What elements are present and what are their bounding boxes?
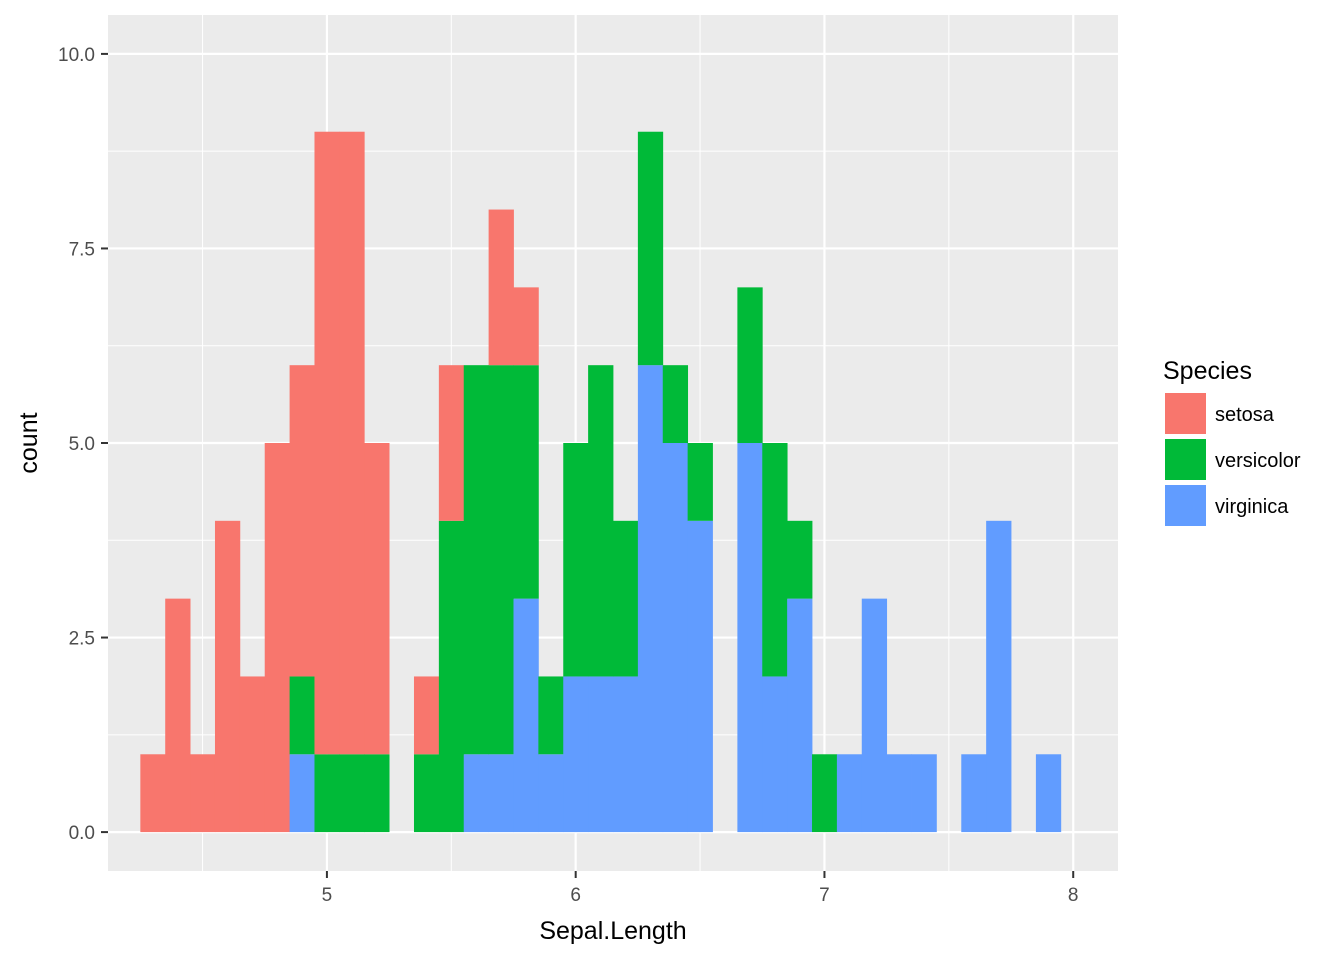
bar-setosa bbox=[165, 598, 191, 833]
bar-virginica bbox=[986, 520, 1012, 833]
bar-virginica bbox=[787, 598, 813, 833]
bar-versicolor bbox=[538, 676, 564, 755]
bar-setosa bbox=[413, 676, 440, 755]
bar-setosa bbox=[264, 443, 291, 833]
bar-versicolor bbox=[687, 443, 713, 521]
x-tick-label: 6 bbox=[570, 885, 581, 906]
bar-virginica bbox=[662, 443, 689, 833]
bar-setosa bbox=[364, 443, 390, 755]
x-axis: 5 6 7 8 bbox=[322, 871, 1079, 906]
bar-setosa bbox=[488, 209, 514, 366]
bar-versicolor bbox=[613, 520, 639, 677]
legend: Species setosa versicolor virginica bbox=[1163, 357, 1301, 528]
bar-virginica bbox=[762, 676, 788, 833]
bar-setosa bbox=[289, 365, 315, 677]
y-tick-label: 0.0 bbox=[69, 823, 95, 844]
bar-virginica bbox=[588, 676, 614, 833]
bar-virginica bbox=[961, 754, 987, 833]
bar-versicolor bbox=[762, 443, 788, 677]
bar-versicolor bbox=[413, 754, 440, 833]
legend-label-versicolor: versicolor bbox=[1215, 450, 1301, 472]
bar-versicolor bbox=[364, 754, 390, 833]
y-tick-label: 7.5 bbox=[69, 239, 95, 260]
bar-setosa bbox=[140, 754, 166, 833]
bar-virginica bbox=[613, 676, 639, 833]
bar-versicolor bbox=[662, 365, 689, 443]
histogram-bars bbox=[140, 131, 1062, 833]
bar-setosa bbox=[190, 754, 216, 833]
bar-versicolor bbox=[637, 131, 664, 366]
y-tick-label: 5.0 bbox=[69, 434, 95, 455]
x-tick-label: 8 bbox=[1068, 885, 1079, 906]
bar-virginica bbox=[1035, 754, 1062, 833]
legend-key-setosa bbox=[1163, 391, 1208, 436]
bar-setosa bbox=[239, 676, 266, 833]
bar-versicolor bbox=[513, 365, 539, 599]
x-tick-label: 7 bbox=[819, 885, 830, 906]
bar-setosa bbox=[314, 131, 340, 755]
bar-versicolor bbox=[289, 676, 315, 755]
y-axis-title: count bbox=[15, 412, 43, 473]
bar-virginica bbox=[538, 754, 564, 833]
bar-versicolor bbox=[787, 520, 813, 599]
x-tick-label: 5 bbox=[322, 885, 333, 906]
bar-setosa bbox=[513, 287, 539, 366]
bar-virginica bbox=[836, 754, 863, 833]
bar-versicolor bbox=[563, 443, 589, 677]
bar-virginica bbox=[488, 754, 514, 833]
bar-versicolor bbox=[463, 365, 490, 755]
y-tick-label: 10.0 bbox=[58, 45, 95, 66]
bar-versicolor bbox=[488, 365, 514, 755]
x-axis-title: Sepal.Length bbox=[539, 917, 686, 945]
bar-versicolor bbox=[339, 754, 365, 833]
bar-setosa bbox=[214, 520, 241, 833]
y-axis: 0.0 2.5 5.0 7.5 10.0 bbox=[58, 45, 108, 844]
bar-virginica bbox=[513, 598, 539, 833]
bar-versicolor bbox=[314, 754, 340, 833]
bar-virginica bbox=[463, 754, 490, 833]
bar-versicolor bbox=[737, 287, 763, 443]
y-tick-label: 2.5 bbox=[69, 629, 95, 650]
bar-versicolor bbox=[812, 754, 838, 833]
bar-versicolor bbox=[438, 520, 465, 833]
legend-label-virginica: virginica bbox=[1215, 496, 1289, 518]
legend-key-virginica bbox=[1163, 483, 1208, 528]
bar-virginica bbox=[563, 676, 589, 833]
legend-items: setosa versicolor virginica bbox=[1163, 391, 1301, 528]
bar-virginica bbox=[687, 520, 713, 833]
bar-setosa bbox=[339, 131, 365, 755]
bar-virginica bbox=[886, 754, 912, 833]
legend-key-versicolor bbox=[1163, 437, 1208, 482]
bar-virginica bbox=[737, 443, 763, 833]
bar-setosa bbox=[438, 365, 465, 521]
legend-title: Species bbox=[1163, 357, 1252, 385]
bar-virginica bbox=[289, 754, 315, 833]
bar-virginica bbox=[911, 754, 937, 833]
bar-versicolor bbox=[588, 365, 614, 677]
legend-label-setosa: setosa bbox=[1215, 404, 1275, 426]
bar-virginica bbox=[637, 365, 664, 833]
bar-virginica bbox=[861, 598, 888, 833]
